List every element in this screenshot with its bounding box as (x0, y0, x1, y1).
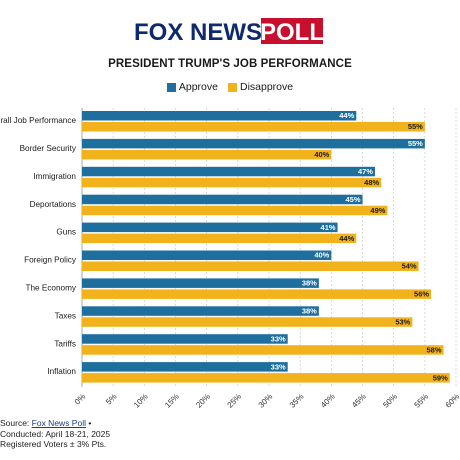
legend-swatch-disapprove (227, 82, 237, 92)
logo-poll-text: POLL (260, 19, 324, 45)
approve-bar (82, 362, 288, 372)
disapprove-bar (82, 345, 444, 355)
approve-bar (82, 138, 425, 149)
disapprove-bar (82, 317, 413, 327)
category-label: Inflation (47, 367, 76, 376)
category-label: Foreign Policy (24, 256, 77, 265)
data-label: 45% (345, 195, 360, 204)
data-label: 41% (321, 223, 336, 232)
legend-swatch-approve (166, 82, 176, 92)
data-label: 38% (302, 279, 317, 288)
data-label: 38% (302, 307, 317, 316)
data-label: 33% (271, 334, 286, 343)
approve-bar (82, 250, 332, 260)
category-label: The Economy (25, 284, 76, 293)
conducted-line: Conducted: April 18-21, 2025 (0, 428, 111, 439)
x-tick-label: 35% (288, 392, 306, 410)
x-tick-label: 25% (226, 392, 244, 410)
data-label: 54% (402, 262, 417, 271)
x-tick-label: 10% (132, 392, 150, 410)
category-label: Tariffs (54, 339, 76, 348)
chart-legend: Approve Disapprove (0, 81, 460, 93)
category-label: Deportations (30, 200, 76, 209)
legend-item-approve: Approve (166, 81, 218, 93)
disapprove-bar (82, 289, 432, 299)
chart-title: PRESIDENT TRUMP'S JOB PERFORMANCE (108, 58, 352, 70)
disapprove-bar (82, 233, 357, 244)
x-tick-label: 45% (350, 392, 368, 410)
data-label: 40% (314, 150, 329, 159)
data-label: 55% (408, 122, 423, 131)
disapprove-bar (82, 261, 419, 271)
data-label: 44% (339, 111, 354, 120)
voters-line: Registered Voters ± 3% Pts. (0, 439, 107, 449)
data-label: 40% (314, 251, 329, 260)
data-label: 53% (395, 318, 410, 327)
approve-bar (82, 194, 363, 205)
data-label: 48% (364, 178, 379, 187)
data-label: 55% (408, 139, 423, 148)
approve-bar (82, 111, 357, 121)
data-label: 47% (358, 167, 373, 176)
data-label: 49% (370, 206, 385, 215)
approve-bar (82, 334, 288, 344)
source-suffix: • (85, 418, 92, 428)
legend-item-disapprove: Disapprove (227, 81, 294, 93)
approve-bar (82, 278, 319, 288)
source-line: Source: Fox News Poll • (0, 418, 110, 429)
category-label: Overall Job Performance (0, 116, 76, 125)
category-label: Immigration (33, 172, 76, 181)
approve-bar (82, 166, 375, 177)
approve-bar (82, 222, 338, 233)
category-label: Guns (56, 228, 76, 237)
source-link[interactable]: Fox News Poll (31, 418, 86, 428)
data-label: 33% (271, 362, 286, 371)
logo-fox-text: FOX NEWS (134, 19, 262, 45)
x-tick-label: 20% (194, 392, 212, 410)
source-label: Source: (0, 418, 32, 428)
disapprove-bar (82, 149, 332, 160)
x-tick-label: 30% (257, 392, 275, 410)
x-tick-label: 55% (413, 392, 431, 410)
x-tick-label: 50% (381, 392, 399, 410)
legend-label-disapprove: Disapprove (239, 81, 294, 93)
disapprove-bar (82, 373, 450, 383)
category-label: Border Security (20, 144, 77, 153)
x-tick-label: 60% (444, 392, 460, 410)
disapprove-bar (82, 122, 425, 132)
disapprove-bar (82, 177, 382, 188)
fox-news-poll-logo: FOX NEWS POLL (132, 17, 324, 45)
category-label: Taxes (55, 311, 76, 320)
data-label: 59% (433, 373, 448, 382)
legend-label-approve: Approve (178, 81, 218, 93)
x-tick-label: 0% (73, 392, 88, 407)
data-label: 58% (427, 345, 442, 354)
data-label: 44% (339, 234, 354, 243)
source-note: Source: Fox News Poll • Conducted: April… (0, 418, 110, 450)
approve-bar (82, 306, 319, 316)
disapprove-bar (82, 205, 388, 216)
x-tick-label: 5% (104, 392, 119, 407)
x-tick-label: 40% (319, 392, 337, 410)
data-label: 56% (414, 290, 429, 299)
x-tick-label: 15% (163, 392, 181, 410)
